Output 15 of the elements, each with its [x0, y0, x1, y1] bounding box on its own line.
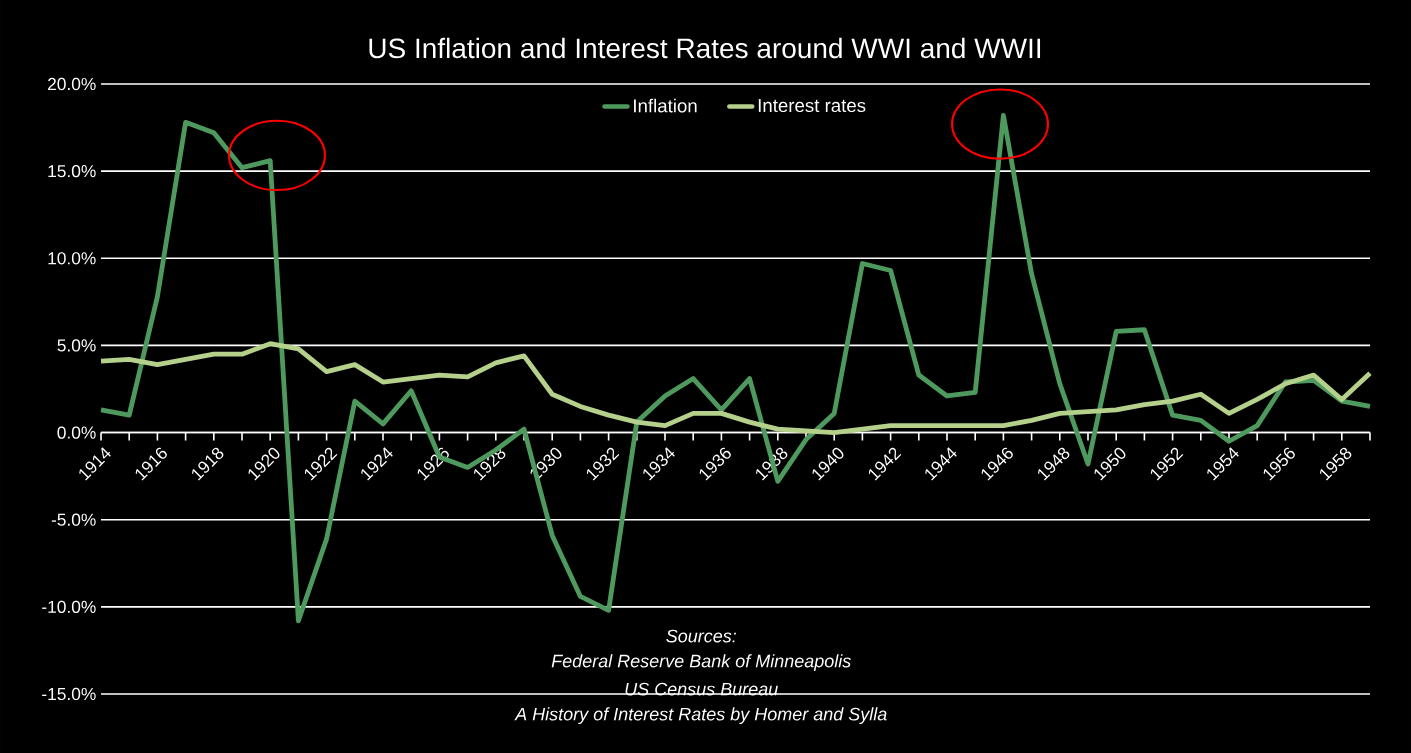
- y-tick-label: 5.0%: [57, 339, 96, 352]
- y-tick-label: 15.0%: [48, 165, 96, 178]
- y-tick-label: 10.0%: [48, 252, 96, 265]
- text: A History of Interest Rates by Homer and Sylla: [514, 707, 887, 725]
- annotation: US Census Bureau: [625, 682, 778, 696]
- y-tick-label: -10.0%: [42, 600, 96, 613]
- chart-title: US Inflation and Interest Rates around WWI and WWII: [369, 37, 1041, 59]
- y-tick-label: -5.0%: [51, 513, 96, 526]
- annotation: Sources:: [666, 629, 737, 643]
- legend-label: Inflation: [634, 98, 697, 113]
- y-tick-label: 20.0%: [48, 77, 96, 91]
- y-tick-label: 0.0%: [57, 426, 96, 439]
- legend-label: Interest rates: [758, 99, 866, 113]
- y-tick-label: -15.0%: [42, 687, 96, 701]
- annotation: Federal Reserve Bank of Minneapolis: [551, 654, 851, 671]
